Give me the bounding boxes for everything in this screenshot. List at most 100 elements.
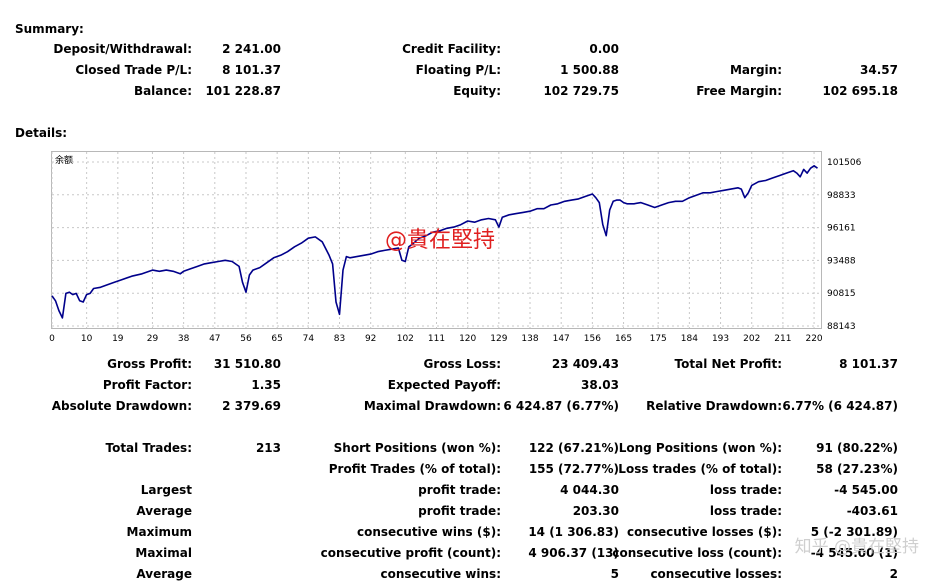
equity-value: 102 729.75 (543, 84, 619, 98)
x-tick-label: 165 (615, 334, 632, 344)
maximal-profit-label: consecutive profit (count): (320, 546, 501, 560)
summary-title: Summary: (15, 22, 84, 36)
y-tick-label: 98833 (827, 191, 856, 201)
center-watermark: @貴在堅持 (385, 228, 496, 253)
avg-cons-wins-value: 5 (610, 567, 619, 581)
x-tick-label: 156 (584, 334, 601, 344)
balance-value: 101 228.87 (205, 84, 281, 98)
max-cons-losses-value: 5 (-2 301.89) (810, 525, 898, 539)
free-margin-label: Free Margin: (696, 84, 782, 98)
floating-label: Floating P/L: (415, 63, 501, 77)
largest-loss-value: -4 545.00 (834, 483, 898, 497)
equity-label: Equity: (453, 84, 501, 98)
gross-loss-value: 23 409.43 (551, 357, 619, 371)
x-tick-label: 202 (743, 334, 760, 344)
maximal-loss-value: -4 545.00 (1) (810, 546, 898, 560)
maximum-label: Maximum (126, 525, 192, 539)
x-tick-label: 65 (271, 334, 282, 344)
free-margin-value: 102 695.18 (822, 84, 898, 98)
deposit-value: 2 241.00 (222, 42, 281, 56)
rel-drawdown-value: 6.77% (6 424.87) (782, 399, 898, 413)
total-trades-value: 213 (255, 441, 281, 455)
largest-profit-label: profit trade: (418, 483, 501, 497)
profit-factor-label: Profit Factor: (102, 378, 192, 392)
abs-drawdown-label: Absolute Drawdown: (51, 399, 192, 413)
total-net-profit-value: 8 101.37 (839, 357, 898, 371)
largest-loss-label: loss trade: (709, 483, 782, 497)
y-tick-label: 93488 (827, 256, 856, 266)
max-cons-losses-label: consecutive losses ($): (626, 525, 782, 539)
margin-value: 34.57 (860, 63, 898, 77)
profit-trades-value: 155 (72.77%) (528, 462, 619, 476)
average-loss-label: loss trade: (709, 504, 782, 518)
balance-series-line (51, 165, 818, 319)
short-positions-label: Short Positions (won %): (333, 441, 501, 455)
maximal-profit-value: 4 906.37 (13) (528, 546, 619, 560)
maximal-loss-label: consecutive loss (count): (612, 546, 782, 560)
x-tick-label: 111 (428, 334, 445, 344)
avg-cons-losses-label: consecutive losses: (650, 567, 782, 581)
x-tick-label: 175 (650, 334, 667, 344)
corner-watermark: 知乎 @貴在堅持 (794, 537, 919, 557)
closed-pl-label: Closed Trade P/L: (75, 63, 192, 77)
y-tick-label: 101506 (827, 158, 862, 168)
x-tick-label: 19 (112, 334, 124, 344)
total-trades-label: Total Trades: (105, 441, 192, 455)
margin-label: Margin: (729, 63, 782, 77)
floating-value: 1 500.88 (560, 63, 619, 77)
short-positions-value: 122 (67.21%) (528, 441, 619, 455)
y-tick-label: 88143 (827, 322, 856, 332)
x-tick-label: 10 (81, 334, 93, 344)
abs-drawdown-value: 2 379.69 (222, 399, 281, 413)
max-drawdown-label: Maximal Drawdown: (363, 399, 501, 413)
chart-line-layer (51, 165, 818, 319)
gross-profit-label: Gross Profit: (107, 357, 192, 371)
total-net-profit-label: Total Net Profit: (674, 357, 782, 371)
deposit-label: Deposit/Withdrawal: (53, 42, 192, 56)
average-label: Average (136, 504, 192, 518)
chart-grid (51, 152, 821, 328)
max-cons-wins-label: consecutive wins ($): (356, 525, 501, 539)
x-tick-label: 56 (240, 334, 252, 344)
loss-trades-label: Loss trades (% of total): (618, 462, 782, 476)
details-title: Details: (15, 126, 68, 140)
x-tick-label: 29 (147, 334, 159, 344)
expected-payoff-label: Expected Payoff: (387, 378, 501, 392)
chart-title: 余额 (55, 154, 73, 166)
x-tick-label: 138 (521, 334, 538, 344)
balance-chart-frame (51, 151, 822, 329)
long-positions-value: 91 (80.22%) (816, 441, 898, 455)
long-positions-label: Long Positions (won %): (618, 441, 782, 455)
x-tick-label: 220 (805, 334, 822, 344)
x-tick-label: 102 (397, 334, 414, 344)
gross-profit-value: 31 510.80 (213, 357, 281, 371)
x-tick-label: 0 (49, 334, 55, 344)
x-tick-label: 120 (459, 334, 476, 344)
y-axis-ticks: 101506 98833 96161 93488 90815 88143 (827, 158, 862, 332)
x-tick-label: 92 (365, 334, 376, 344)
profit-trades-label: Profit Trades (% of total): (328, 462, 501, 476)
largest-profit-value: 4 044.30 (560, 483, 619, 497)
maximal-label: Maximal (135, 546, 192, 560)
x-axis-ticks: 0 10 19 29 38 47 56 65 74 83 92 102 111 120 129 138 147 1… (49, 334, 823, 344)
x-tick-label: 211 (774, 334, 791, 344)
x-tick-label: 83 (334, 334, 345, 344)
avg-cons-losses-value: 2 (889, 567, 898, 581)
x-tick-label: 147 (553, 334, 570, 344)
average-2-label: Average (136, 567, 192, 581)
rel-drawdown-label: Relative Drawdown: (646, 399, 782, 413)
average-profit-value: 203.30 (572, 504, 619, 518)
max-drawdown-value: 6 424.87 (6.77%) (503, 399, 619, 413)
balance-label: Balance: (133, 84, 192, 98)
credit-label: Credit Facility: (402, 42, 501, 56)
x-tick-label: 193 (712, 334, 729, 344)
largest-label: Largest (140, 483, 192, 497)
gross-loss-label: Gross Loss: (423, 357, 501, 371)
profit-factor-value: 1.35 (251, 378, 281, 392)
x-tick-label: 129 (490, 334, 507, 344)
x-tick-label: 38 (178, 334, 190, 344)
x-tick-label: 47 (209, 334, 220, 344)
loss-trades-value: 58 (27.23%) (816, 462, 898, 476)
closed-pl-value: 8 101.37 (222, 63, 281, 77)
average-loss-value: -403.61 (846, 504, 898, 518)
